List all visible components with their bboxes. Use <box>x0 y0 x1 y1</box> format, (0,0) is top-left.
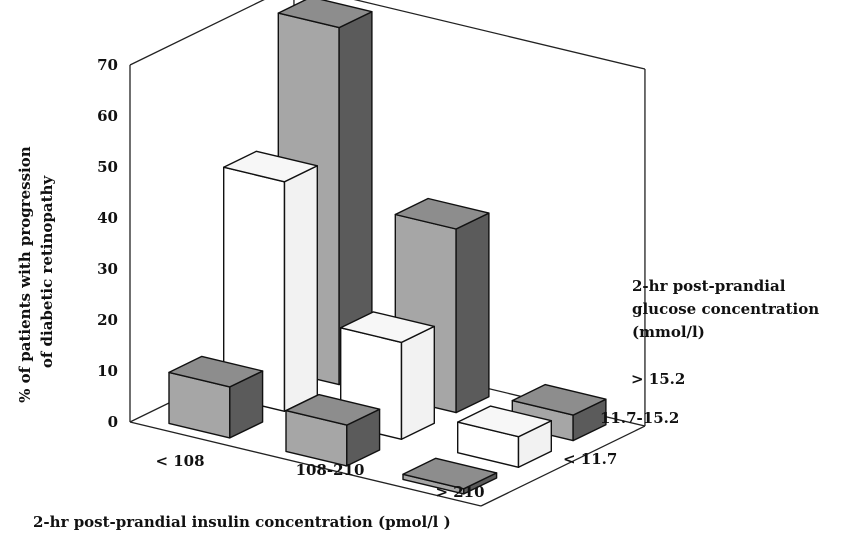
bar-top-face <box>457 405 552 438</box>
bar-top-face <box>285 393 381 426</box>
x-category-label: 108-210 <box>296 461 365 479</box>
x-axis-categories: < 108 108-210 > 210 <box>155 452 484 501</box>
bar <box>222 150 318 412</box>
bar <box>457 405 552 468</box>
bar-top-face <box>168 355 264 388</box>
z-axis-label-line-2: glucose concentration <box>632 300 819 318</box>
bar <box>285 393 381 467</box>
bar-side-face <box>400 325 435 440</box>
y-tick-label: 0 <box>108 413 118 431</box>
z-category-label: > 15.2 <box>631 370 685 388</box>
y-tick-label: 70 <box>97 56 118 74</box>
bar-top-face <box>222 150 318 183</box>
z-category-label: 11.7-15.2 <box>600 409 679 427</box>
y-tick-label: 40 <box>97 209 118 227</box>
y-tick-label: 50 <box>97 158 118 176</box>
y-tick-label: 60 <box>97 107 118 125</box>
back-wall-top-edge <box>353 0 646 70</box>
z-axis-label-line-1: 2-hr post-prandial <box>632 277 786 295</box>
y-tick-label: 20 <box>97 311 118 329</box>
bar-top-face <box>402 457 498 490</box>
y-axis-label: % of patients with progression of diabet… <box>16 141 56 403</box>
bars <box>168 0 607 495</box>
bar <box>402 457 498 495</box>
y-axis-ticks: 0 10 20 30 40 50 60 70 <box>97 56 118 431</box>
floor-front-edge <box>129 421 482 507</box>
bar <box>394 197 490 414</box>
bar-top-face <box>340 311 435 344</box>
bar-top-face <box>277 0 373 29</box>
left-wall-top-edge <box>129 0 265 66</box>
bar-top-face <box>511 383 607 416</box>
z-axis-label: 2-hr post-prandial glucose concentration… <box>632 277 824 341</box>
bar-side-face <box>455 212 490 414</box>
bar <box>168 355 264 439</box>
z-category-label: < 11.7 <box>563 450 617 468</box>
y-axis-label-line-2: of diabetic retinopathy <box>38 175 56 369</box>
y-tick-label: 10 <box>97 362 118 380</box>
z-axis-label-line-3: (mmol/l) <box>632 323 705 341</box>
x-axis-label: 2-hr post-prandial insulin concentration… <box>33 513 451 531</box>
bar-top-face <box>394 197 490 230</box>
y-tick-label: 30 <box>97 260 118 278</box>
x-category-label: > 210 <box>435 483 484 501</box>
z-axis-categories: < 11.7 11.7-15.2 > 15.2 <box>563 370 685 468</box>
floor-right-edge <box>480 425 646 507</box>
y-axis-label-line-1: % of patients with progression <box>16 146 34 403</box>
bar-side-face <box>283 165 318 412</box>
x-category-label: < 108 <box>155 452 204 470</box>
